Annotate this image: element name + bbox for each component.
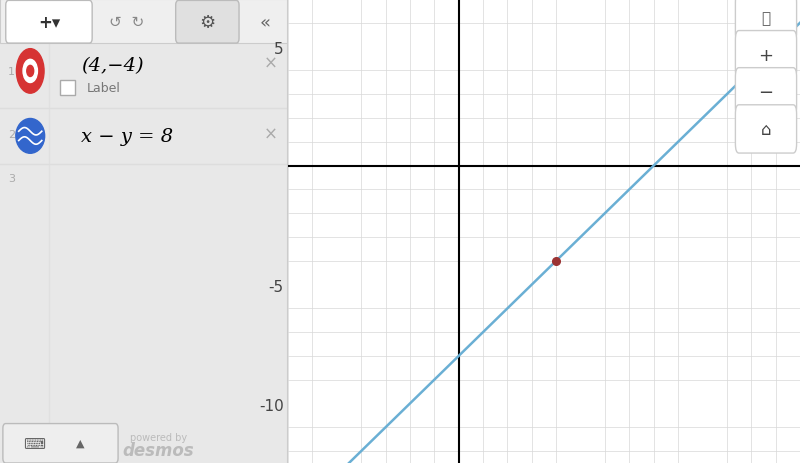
- Text: −: −: [758, 84, 774, 101]
- Text: ×: ×: [264, 55, 278, 73]
- Text: ⚙: ⚙: [199, 14, 215, 31]
- Text: 2: 2: [8, 129, 15, 139]
- FancyBboxPatch shape: [176, 1, 239, 44]
- FancyBboxPatch shape: [735, 31, 797, 80]
- Text: x − y = 8: x − y = 8: [81, 128, 173, 145]
- Text: «: «: [259, 14, 270, 31]
- Text: +: +: [758, 47, 774, 64]
- Text: desmos: desmos: [122, 441, 194, 459]
- Text: (4,−4): (4,−4): [81, 57, 143, 75]
- Text: 1: 1: [8, 67, 15, 77]
- FancyBboxPatch shape: [61, 81, 75, 96]
- Text: 3: 3: [8, 173, 15, 183]
- Circle shape: [26, 66, 34, 77]
- Circle shape: [23, 60, 38, 83]
- FancyBboxPatch shape: [735, 69, 797, 117]
- FancyBboxPatch shape: [735, 0, 797, 43]
- Text: ×: ×: [264, 125, 278, 143]
- Text: ⌨: ⌨: [23, 436, 46, 450]
- FancyBboxPatch shape: [6, 1, 92, 44]
- FancyBboxPatch shape: [3, 424, 118, 463]
- Text: Label: Label: [86, 82, 120, 95]
- Text: +▾: +▾: [38, 14, 60, 31]
- FancyBboxPatch shape: [0, 0, 288, 44]
- Text: powered by: powered by: [130, 432, 187, 443]
- Text: 🔧: 🔧: [762, 11, 770, 26]
- FancyBboxPatch shape: [735, 106, 797, 154]
- Text: ⌂: ⌂: [761, 121, 771, 138]
- Ellipse shape: [16, 119, 45, 154]
- Text: ▲: ▲: [76, 438, 85, 448]
- Text: ↺  ↻: ↺ ↻: [109, 15, 144, 30]
- Circle shape: [17, 50, 44, 94]
